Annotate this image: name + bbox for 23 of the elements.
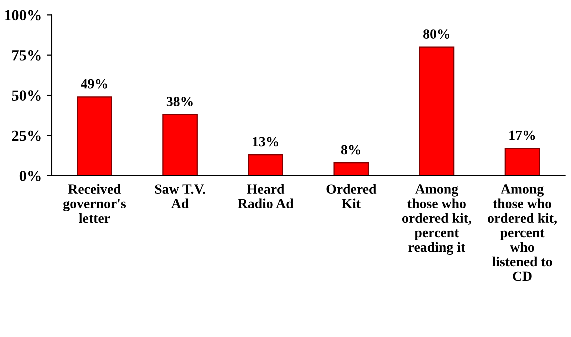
bar xyxy=(504,148,540,176)
x-tick-label: Heard Radio Ad xyxy=(238,184,294,209)
data-label: 17% xyxy=(510,130,536,140)
bar xyxy=(419,46,455,176)
x-tick-label: Among those who ordered kit, percent reading it xyxy=(402,184,472,256)
x-tick-label: Received governor's letter xyxy=(63,184,126,224)
x-tick-label: Saw T.V. Ad xyxy=(155,184,206,209)
y-tick-label: 0% xyxy=(20,171,41,182)
y-tick-label: 75% xyxy=(12,50,41,61)
data-label: 8% xyxy=(341,145,361,155)
x-tick-label: Among those who ordered kit, percent who listened to CD xyxy=(488,184,557,282)
data-label: 38% xyxy=(166,97,193,106)
x-tick-label: Ordered Kit xyxy=(326,184,377,209)
bar xyxy=(334,162,370,176)
y-tick-label: 50% xyxy=(12,90,41,102)
bar xyxy=(162,114,198,176)
data-label: 49% xyxy=(81,79,108,89)
bar xyxy=(248,154,284,176)
y-tick-label: 100% xyxy=(5,10,41,21)
y-tick-label: 25% xyxy=(12,130,41,142)
data-label: 13% xyxy=(253,137,278,147)
bar xyxy=(77,96,112,176)
data-label: 80% xyxy=(424,30,450,39)
